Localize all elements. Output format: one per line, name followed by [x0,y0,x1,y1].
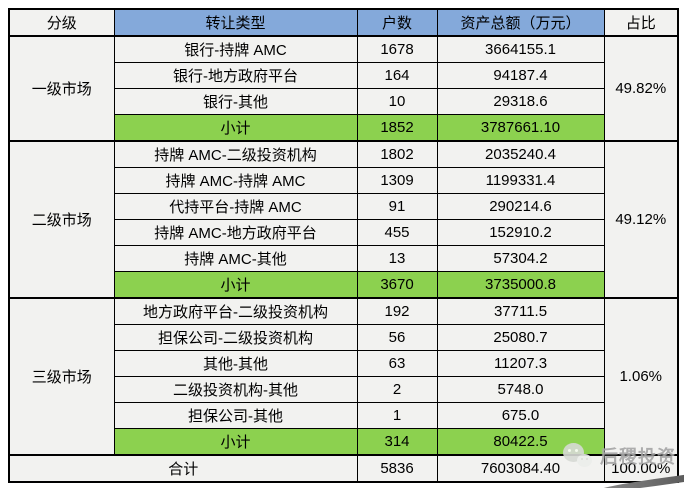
amount-cell: 11207.3 [436,350,605,377]
transfer-type-cell: 其他-其他 [113,350,358,377]
count-cell: 63 [356,350,438,377]
col-header-count: 户数 [356,8,438,37]
subtotal-amount-cell: 80422.5 [436,428,605,456]
count-cell: 192 [356,297,438,325]
subtotal-count-cell: 3670 [356,271,438,299]
amount-cell: 57304.2 [436,245,605,272]
amount-cell: 5748.0 [436,376,605,403]
data-row: 担保公司-二级投资机构 56 25080.7 [9,324,678,351]
market-level-cell: 三级市场 [8,297,115,456]
transfer-type-cell: 二级投资机构-其他 [113,376,358,403]
subtotal-label-cell: 小计 [113,271,358,299]
share-percent-cell: 49.82% [603,35,679,142]
data-row: 代持平台-持牌 AMC 91 290214.6 [9,193,678,220]
amount-cell: 152910.2 [436,219,605,246]
subtotal-label-cell: 小计 [113,114,358,142]
subtotal-count-cell: 314 [356,428,438,456]
market-level-cell: 一级市场 [8,35,115,142]
data-row: 银行-其他 10 29318.6 [9,88,678,115]
count-cell: 1678 [356,35,438,63]
count-cell: 13 [356,245,438,272]
transfer-type-cell: 银行-持牌 AMC [113,35,358,63]
total-amount-cell: 7603084.40 [436,454,605,483]
transfer-type-cell: 地方政府平台-二级投资机构 [113,297,358,325]
data-row: 持牌 AMC-地方政府平台 455 152910.2 [9,219,678,246]
data-row: 一级市场 银行-持牌 AMC 1678 3664155.1 49.82% [8,35,679,142]
amount-cell: 3664155.1 [436,35,605,63]
subtotal-row: 小计 3670 3735000.8 [9,271,678,299]
table-body: 一级市场 银行-持牌 AMC 1678 3664155.1 49.82% 银行-地方政府平… [8,35,679,483]
count-cell: 2 [356,376,438,403]
count-cell: 164 [356,62,438,89]
amount-cell: 1199331.4 [436,167,605,194]
share-percent-cell: 49.12% [603,140,679,299]
transfer-type-cell: 担保公司-二级投资机构 [113,324,358,351]
data-row: 二级投资机构-其他 2 5748.0 [9,376,678,403]
transfer-type-cell: 持牌 AMC-地方政府平台 [113,219,358,246]
amount-cell: 2035240.4 [436,140,605,168]
count-cell: 56 [356,324,438,351]
share-percent-cell: 1.06% [603,297,679,456]
count-cell: 1802 [356,140,438,168]
data-row: 担保公司-其他 1 675.0 [9,402,678,429]
transfer-type-cell: 持牌 AMC-其他 [113,245,358,272]
data-row: 持牌 AMC-持牌 AMC 1309 1199331.4 [9,167,678,194]
count-cell: 91 [356,193,438,220]
count-cell: 1 [356,402,438,429]
subtotal-label-cell: 小计 [113,428,358,456]
transfer-type-cell: 代持平台-持牌 AMC [113,193,358,220]
col-header-transfer-type: 转让类型 [113,8,358,37]
transfer-type-cell: 担保公司-其他 [113,402,358,429]
subtotal-count-cell: 1852 [356,114,438,142]
total-label-cell: 合计 [8,454,358,483]
data-row: 三级市场 地方政府平台-二级投资机构 192 37711.5 1.06% [8,297,679,456]
amount-cell: 37711.5 [436,297,605,325]
header-row: 分级 转让类型 户数 资产总额（万元） 占比 [8,8,679,37]
transfer-summary-table: 分级 转让类型 户数 资产总额（万元） 占比 一级市场 银行-持牌 AMC 1678… [8,8,679,483]
amount-cell: 29318.6 [436,88,605,115]
amount-cell: 25080.7 [436,324,605,351]
market-level-cell: 二级市场 [8,140,115,299]
col-header-level: 分级 [8,8,115,37]
subtotal-amount-cell: 3787661.10 [436,114,605,142]
amount-cell: 94187.4 [436,62,605,89]
total-count-cell: 5836 [356,454,438,483]
total-share-cell: 100.00% [603,454,679,483]
col-header-amount: 资产总额（万元） [436,8,605,37]
transfer-type-cell: 持牌 AMC-二级投资机构 [113,140,358,168]
data-row: 二级市场 持牌 AMC-二级投资机构 1802 2035240.4 49.12% [8,140,679,299]
transfer-type-cell: 银行-其他 [113,88,358,115]
data-row: 持牌 AMC-其他 13 57304.2 [9,245,678,272]
count-cell: 10 [356,88,438,115]
subtotal-row: 小计 1852 3787661.10 [9,114,678,142]
amount-cell: 290214.6 [436,193,605,220]
amount-cell: 675.0 [436,402,605,429]
count-cell: 1309 [356,167,438,194]
total-row: 合计 5836 7603084.40 100.00% [8,454,679,483]
col-header-share: 占比 [603,8,679,37]
subtotal-amount-cell: 3735000.8 [436,271,605,299]
transfer-type-cell: 持牌 AMC-持牌 AMC [113,167,358,194]
count-cell: 455 [356,219,438,246]
data-row: 银行-地方政府平台 164 94187.4 [9,62,678,89]
transfer-type-cell: 银行-地方政府平台 [113,62,358,89]
